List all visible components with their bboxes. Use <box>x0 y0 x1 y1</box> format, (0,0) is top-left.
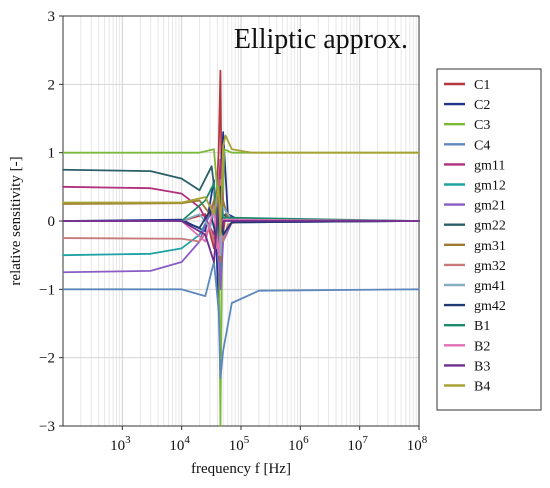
chart-title: Elliptic approx. <box>234 24 408 55</box>
legend-label-gm21: gm21 <box>474 199 506 214</box>
legend-label-c4: C4 <box>474 138 490 153</box>
y-axis-ticks: 3 2 1 0 −1 −2 −3 <box>39 9 63 435</box>
series-line-gm41 <box>62 199 420 257</box>
x-tick-label: 103 <box>110 434 131 454</box>
x-tick-label: 108 <box>407 434 428 454</box>
series-line-b4 <box>62 134 420 236</box>
legend-label-gm31: gm31 <box>474 239 506 254</box>
legend-label-b2: B2 <box>474 339 490 354</box>
series-line-c4 <box>62 261 420 380</box>
legend-label-gm32: gm32 <box>474 259 506 274</box>
x-axis-ticks: 103 104 105 106 107 108 <box>110 426 428 454</box>
legend-label-b3: B3 <box>474 359 490 374</box>
legend-label-b1: B1 <box>474 319 490 334</box>
y-tick-label: 1 <box>48 146 56 162</box>
y-tick-label: 3 <box>48 9 56 25</box>
legend-label-gm11: gm11 <box>474 158 505 173</box>
legend-label-gm22: gm22 <box>474 219 506 234</box>
x-tick-label: 104 <box>169 434 190 454</box>
x-tick-label: 105 <box>229 434 250 454</box>
legend-label-gm42: gm42 <box>474 299 506 314</box>
series-line-b3 <box>62 199 420 263</box>
y-tick-label: −2 <box>39 351 55 367</box>
series-line-b1 <box>62 182 420 250</box>
y-axis-label: relative sensitivity [-] <box>8 156 24 285</box>
y-tick-label: 2 <box>48 77 56 93</box>
legend-label-gm12: gm12 <box>474 179 506 194</box>
y-tick-label: −1 <box>39 282 55 298</box>
y-tick-label: −3 <box>39 419 55 435</box>
y-tick-label: 0 <box>48 214 56 230</box>
x-tick-label: 107 <box>347 434 368 454</box>
legend-label-c2: C2 <box>474 98 490 113</box>
x-tick-label: 106 <box>288 434 309 454</box>
legend-label-c3: C3 <box>474 118 490 133</box>
legend: C1 C2 C3 C4 gm11 gm12 gm21 gm22 gm31 gm32 gm41 gm42… <box>444 78 506 395</box>
legend-label-b4: B4 <box>474 380 490 395</box>
legend-label-gm41: gm41 <box>474 279 506 294</box>
series-line-c3 <box>62 148 420 427</box>
legend-label-c1: C1 <box>474 78 490 93</box>
x-axis-label: frequency f [Hz] <box>191 461 291 477</box>
series-layer <box>62 69 420 427</box>
legend-box <box>436 68 542 411</box>
